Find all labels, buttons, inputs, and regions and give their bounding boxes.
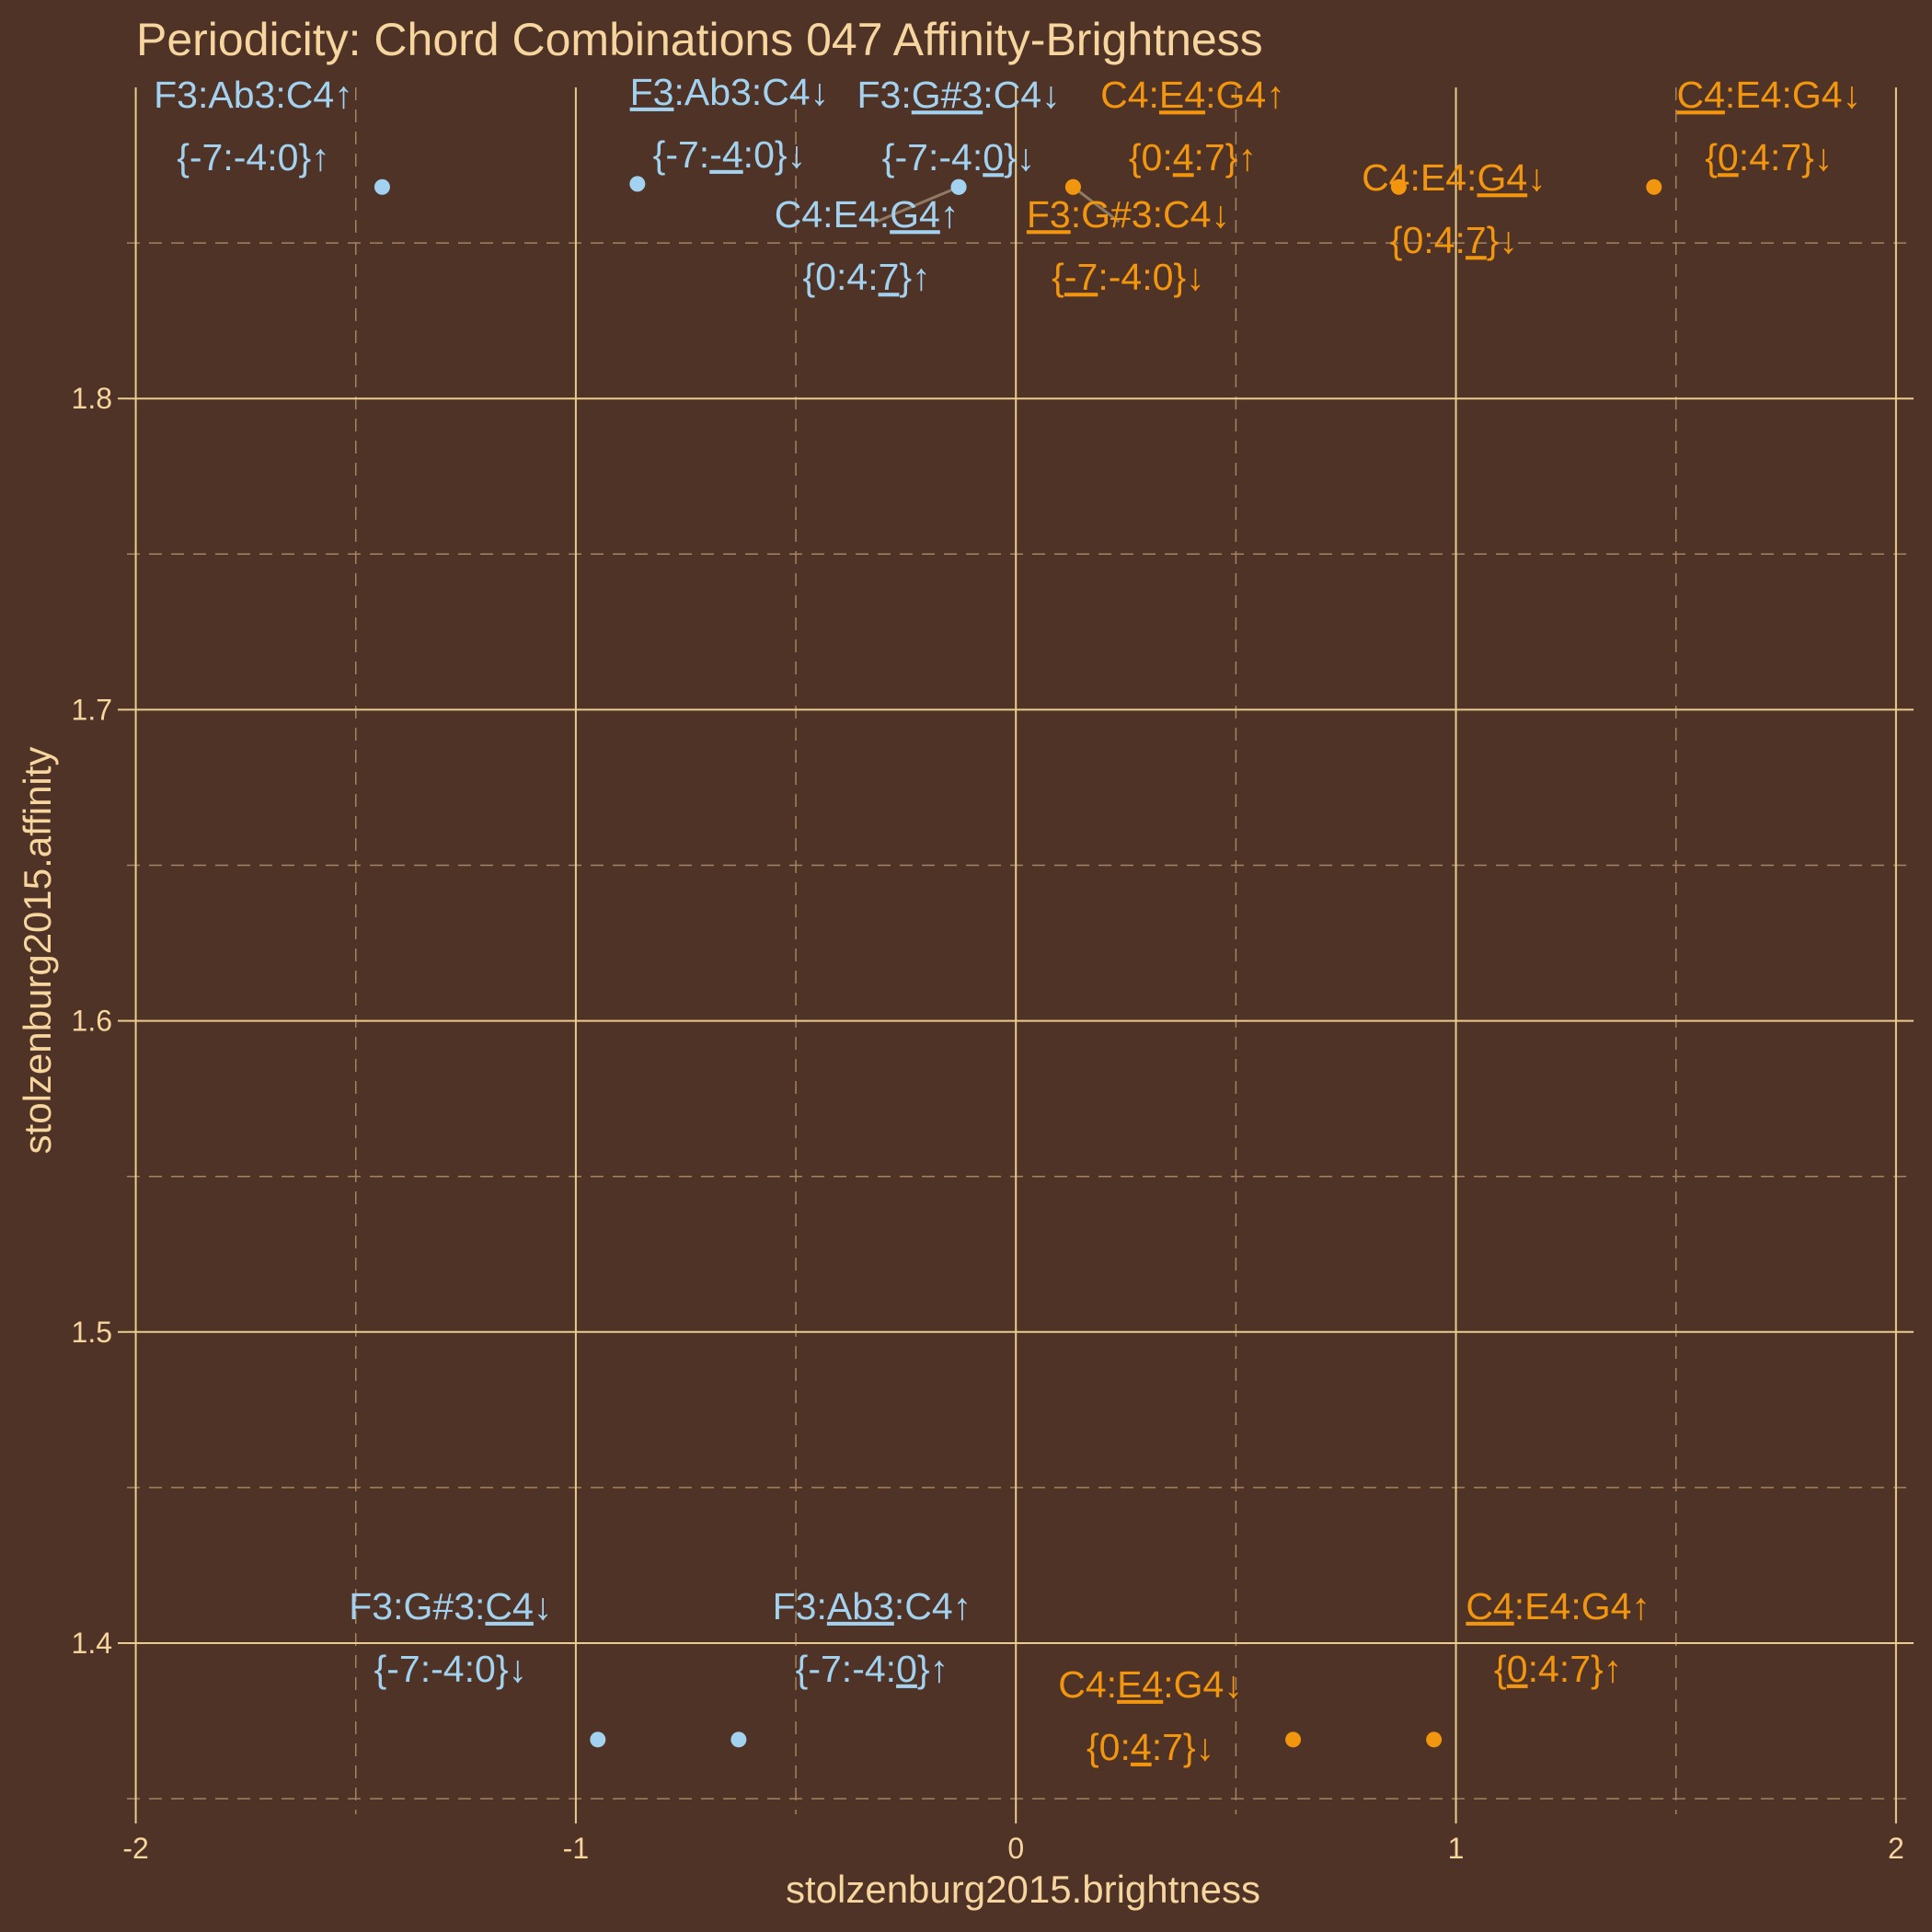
point-label-line: {0:4:7}↑ — [802, 256, 930, 298]
point-label-line: {-7:-4:0}↓ — [653, 133, 806, 176]
grid-lines — [118, 87, 1914, 1823]
point-label-line: F3:Ab3:C4↑ — [154, 74, 353, 116]
x-tick-label: 1 — [1448, 1832, 1465, 1865]
point-label-line: C4:E4:G4↓ — [1058, 1663, 1243, 1706]
point-label: F3:Ab3:C4↑ {-7:-4:0}↑ — [773, 1585, 972, 1690]
x-tick-label: 0 — [1007, 1832, 1024, 1865]
data-point — [1285, 1731, 1302, 1748]
point-label-line: F3:G#3:C4↓ — [1027, 193, 1230, 236]
point-label-line: {-7:-4:0}↓ — [374, 1648, 527, 1690]
point-label: C4:E4:G4↑ {0:4:7}↑ — [775, 193, 960, 298]
data-point — [730, 1731, 747, 1748]
x-axis-label: stolzenburg2015.brightness — [786, 1868, 1260, 1911]
data-point — [374, 178, 390, 195]
point-label: F3:G#3:C4↓ {-7:-4:0}↓ — [349, 1585, 552, 1690]
point-label-line: C4:E4:G4↑ — [1466, 1585, 1650, 1627]
data-point — [1390, 178, 1407, 195]
point-label-line: C4:E4:G4↑ — [775, 193, 960, 236]
data-point — [1426, 1731, 1443, 1748]
point-label-line: C4:E4:G4↓ — [1362, 156, 1547, 199]
point-label: C4:E4:G4↓ {0:4:7}↓ — [1362, 156, 1547, 261]
point-label: C4:E4:G4↑ {0:4:7}↑ — [1466, 1585, 1650, 1690]
point-label-line: F3:G#3:C4↓ — [857, 74, 1060, 116]
point-label-line: F3:G#3:C4↓ — [349, 1585, 552, 1627]
point-label: F3:G#3:C4↓ {-7:-4:0}↓ — [1027, 193, 1230, 298]
chart-title: Periodicity: Chord Combinations 047 Affi… — [136, 14, 1263, 65]
point-label-line: {-7:-4:0}↑ — [796, 1648, 949, 1690]
x-tick-label: -1 — [563, 1832, 589, 1865]
point-label-line: {0:4:7}↓ — [1705, 136, 1833, 178]
point-label: F3:Ab3:C4↓ {-7:-4:0}↓ — [630, 71, 830, 176]
label-leader-lines — [875, 185, 1121, 224]
y-tick-label: 1.7 — [72, 693, 112, 726]
point-label-line: C4:E4:G4↓ — [1676, 74, 1861, 116]
data-point — [590, 1731, 606, 1748]
point-label-line: {0:4:7}↑ — [1494, 1648, 1622, 1690]
y-axis-label: stolzenburg2015.affinity — [16, 747, 59, 1155]
x-tick-label: 2 — [1888, 1832, 1904, 1865]
point-label-line: {0:4:7}↓ — [1390, 219, 1518, 261]
tick-labels: -2 -1 0 1 2 1.4 1.5 1.6 1.7 1.8 — [72, 382, 1904, 1865]
y-tick-label: 1.8 — [72, 382, 112, 415]
x-tick-label: -2 — [122, 1832, 148, 1865]
point-label-line: C4:E4:G4↑ — [1100, 74, 1285, 116]
y-tick-label: 1.4 — [72, 1627, 112, 1660]
point-label: C4:E4:G4↓ {0:4:7}↓ — [1058, 1663, 1243, 1768]
y-tick-label: 1.5 — [72, 1316, 112, 1349]
point-label-line: F3:Ab3:C4↑ — [773, 1585, 972, 1627]
data-point — [1064, 178, 1081, 195]
point-label-line: {-7:-4:0}↓ — [882, 136, 1035, 178]
data-point — [1646, 178, 1662, 195]
point-label-line: {0:4:7}↓ — [1087, 1726, 1214, 1768]
point-label: C4:E4:G4↑ {0:4:7}↑ — [1100, 74, 1285, 178]
leader-line — [875, 185, 960, 224]
point-labels: F3:Ab3:C4↑ {-7:-4:0}↑ F3:Ab3:C4↓ {-7:-4:0}↓… — [154, 71, 1861, 1768]
point-label-line: {-7:-4:0}↓ — [1052, 256, 1204, 298]
point-label-line: {0:4:7}↑ — [1129, 136, 1257, 178]
point-label: C4:E4:G4↓ {0:4:7}↓ — [1676, 74, 1861, 178]
leader-line — [1072, 186, 1121, 224]
data-point — [629, 176, 646, 192]
y-tick-label: 1.6 — [72, 1005, 112, 1038]
data-point — [950, 178, 967, 195]
point-label-line: F3:Ab3:C4↓ — [630, 71, 830, 113]
point-label: F3:Ab3:C4↑ {-7:-4:0}↑ — [154, 74, 353, 178]
data-points — [374, 176, 1662, 1748]
point-label: F3:G#3:C4↓ {-7:-4:0}↓ — [857, 74, 1060, 178]
point-label-line: {-7:-4:0}↑ — [177, 136, 329, 178]
